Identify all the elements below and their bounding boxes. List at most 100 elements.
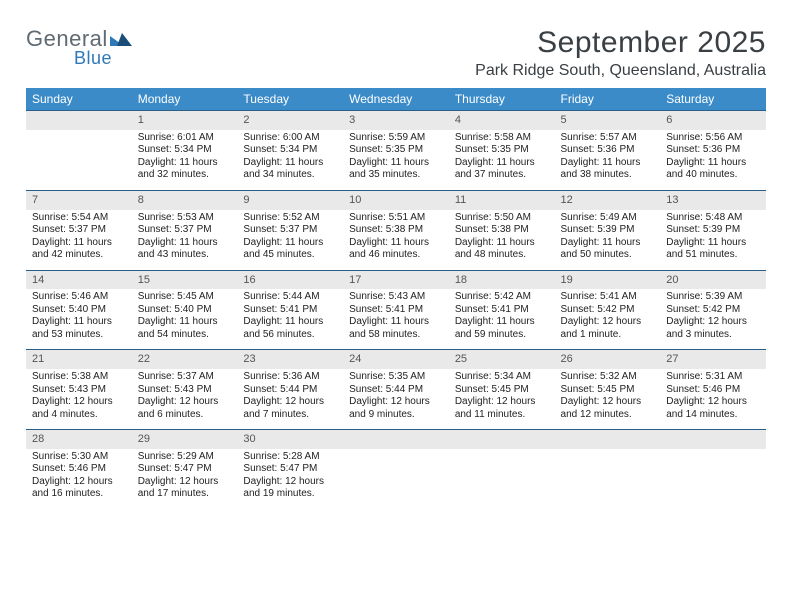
day-number-cell: 17 — [343, 270, 449, 289]
daylight-b: and 16 minutes. — [32, 488, 126, 501]
daylight-b: and 32 minutes. — [138, 169, 232, 182]
sunrise: Sunrise: 5:32 AM — [561, 371, 655, 384]
day-number: 10 — [343, 191, 449, 210]
day-content-cell: Sunrise: 5:34 AMSunset: 5:45 PMDaylight:… — [449, 369, 555, 430]
daylight-a: Daylight: 11 hours — [349, 316, 443, 329]
day-content-cell: Sunrise: 5:42 AMSunset: 5:41 PMDaylight:… — [449, 289, 555, 350]
daylight-b: and 54 minutes. — [138, 329, 232, 342]
month-title: September 2025 — [475, 26, 766, 60]
sunrise: Sunrise: 5:52 AM — [243, 212, 337, 225]
daynum-row: 282930 — [26, 430, 766, 449]
daylight-b: and 59 minutes. — [455, 329, 549, 342]
daylight-b: and 56 minutes. — [243, 329, 337, 342]
day-number-cell: 6 — [660, 111, 766, 130]
daylight-a: Daylight: 11 hours — [32, 316, 126, 329]
daylight-a: Daylight: 12 hours — [243, 396, 337, 409]
sunset: Sunset: 5:37 PM — [32, 224, 126, 237]
daylight-b: and 34 minutes. — [243, 169, 337, 182]
daylight-b: and 48 minutes. — [455, 249, 549, 262]
sunrise: Sunrise: 5:48 AM — [666, 212, 760, 225]
sunrise: Sunrise: 5:28 AM — [243, 451, 337, 464]
sunset: Sunset: 5:40 PM — [32, 304, 126, 317]
sunrise: Sunrise: 5:53 AM — [138, 212, 232, 225]
sunset: Sunset: 5:35 PM — [455, 144, 549, 157]
day-number: 24 — [343, 350, 449, 369]
daylight-a: Daylight: 11 hours — [455, 316, 549, 329]
day-number-cell: 14 — [26, 270, 132, 289]
day-number-cell: 9 — [237, 190, 343, 209]
day-number: 16 — [237, 271, 343, 290]
sunset: Sunset: 5:45 PM — [455, 384, 549, 397]
day-content-cell — [660, 449, 766, 509]
day-body: Sunrise: 5:42 AMSunset: 5:41 PMDaylight:… — [449, 289, 555, 349]
day-body: Sunrise: 5:30 AMSunset: 5:46 PMDaylight:… — [26, 449, 132, 509]
col-sun: Sunday — [26, 88, 132, 111]
daylight-b: and 42 minutes. — [32, 249, 126, 262]
sunset: Sunset: 5:46 PM — [666, 384, 760, 397]
day-body: Sunrise: 5:57 AMSunset: 5:36 PMDaylight:… — [555, 130, 661, 190]
day-body: Sunrise: 6:01 AMSunset: 5:34 PMDaylight:… — [132, 130, 238, 190]
day-number-cell: 25 — [449, 350, 555, 369]
day-content-cell — [343, 449, 449, 509]
day-body: Sunrise: 5:53 AMSunset: 5:37 PMDaylight:… — [132, 210, 238, 270]
sunrise: Sunrise: 5:58 AM — [455, 132, 549, 145]
daylight-b: and 14 minutes. — [666, 409, 760, 422]
content-row: Sunrise: 5:38 AMSunset: 5:43 PMDaylight:… — [26, 369, 766, 430]
sunrise: Sunrise: 5:45 AM — [138, 291, 232, 304]
daylight-a: Daylight: 12 hours — [561, 316, 655, 329]
sunset: Sunset: 5:40 PM — [138, 304, 232, 317]
logo-text: General Blue — [26, 26, 132, 69]
day-body: Sunrise: 5:41 AMSunset: 5:42 PMDaylight:… — [555, 289, 661, 349]
day-body: Sunrise: 5:50 AMSunset: 5:38 PMDaylight:… — [449, 210, 555, 270]
day-number-cell — [660, 430, 766, 449]
day-number-cell: 2 — [237, 111, 343, 130]
sunset: Sunset: 5:42 PM — [666, 304, 760, 317]
day-body: Sunrise: 5:39 AMSunset: 5:42 PMDaylight:… — [660, 289, 766, 349]
daylight-b: and 37 minutes. — [455, 169, 549, 182]
sunset: Sunset: 5:39 PM — [561, 224, 655, 237]
day-number: 12 — [555, 191, 661, 210]
day-number-cell: 20 — [660, 270, 766, 289]
day-number: 27 — [660, 350, 766, 369]
day-number-cell: 30 — [237, 430, 343, 449]
day-number-cell: 7 — [26, 190, 132, 209]
sunrise: Sunrise: 5:41 AM — [561, 291, 655, 304]
day-number-cell: 29 — [132, 430, 238, 449]
content-row: Sunrise: 5:46 AMSunset: 5:40 PMDaylight:… — [26, 289, 766, 350]
daylight-a: Daylight: 12 hours — [32, 396, 126, 409]
day-content-cell: Sunrise: 5:31 AMSunset: 5:46 PMDaylight:… — [660, 369, 766, 430]
logo: General Blue — [26, 26, 132, 69]
day-number-cell: 26 — [555, 350, 661, 369]
daylight-b: and 4 minutes. — [32, 409, 126, 422]
sunset: Sunset: 5:38 PM — [349, 224, 443, 237]
daylight-a: Daylight: 11 hours — [666, 237, 760, 250]
content-row: Sunrise: 6:01 AMSunset: 5:34 PMDaylight:… — [26, 130, 766, 191]
sunrise: Sunrise: 5:42 AM — [455, 291, 549, 304]
sunrise: Sunrise: 5:59 AM — [349, 132, 443, 145]
sunset: Sunset: 5:36 PM — [666, 144, 760, 157]
daylight-a: Daylight: 12 hours — [243, 476, 337, 489]
sunrise: Sunrise: 5:56 AM — [666, 132, 760, 145]
sunrise: Sunrise: 5:50 AM — [455, 212, 549, 225]
title-block: September 2025 Park Ridge South, Queensl… — [475, 26, 766, 80]
daylight-a: Daylight: 12 hours — [666, 316, 760, 329]
day-number-cell: 4 — [449, 111, 555, 130]
calendar-body: 123456Sunrise: 6:01 AMSunset: 5:34 PMDay… — [26, 111, 766, 509]
daylight-a: Daylight: 11 hours — [455, 237, 549, 250]
daynum-row: 14151617181920 — [26, 270, 766, 289]
day-content-cell: Sunrise: 5:51 AMSunset: 5:38 PMDaylight:… — [343, 210, 449, 271]
daylight-b: and 40 minutes. — [666, 169, 760, 182]
day-body: Sunrise: 5:38 AMSunset: 5:43 PMDaylight:… — [26, 369, 132, 429]
content-row: Sunrise: 5:54 AMSunset: 5:37 PMDaylight:… — [26, 210, 766, 271]
daylight-a: Daylight: 12 hours — [561, 396, 655, 409]
day-number-cell: 22 — [132, 350, 238, 369]
sunrise: Sunrise: 5:34 AM — [455, 371, 549, 384]
day-body: Sunrise: 5:43 AMSunset: 5:41 PMDaylight:… — [343, 289, 449, 349]
daynum-row: 123456 — [26, 111, 766, 130]
daylight-a: Daylight: 12 hours — [138, 476, 232, 489]
sunrise: Sunrise: 5:37 AM — [138, 371, 232, 384]
daylight-a: Daylight: 11 hours — [349, 157, 443, 170]
daylight-b: and 19 minutes. — [243, 488, 337, 501]
sunrise: Sunrise: 5:57 AM — [561, 132, 655, 145]
day-number: 13 — [660, 191, 766, 210]
